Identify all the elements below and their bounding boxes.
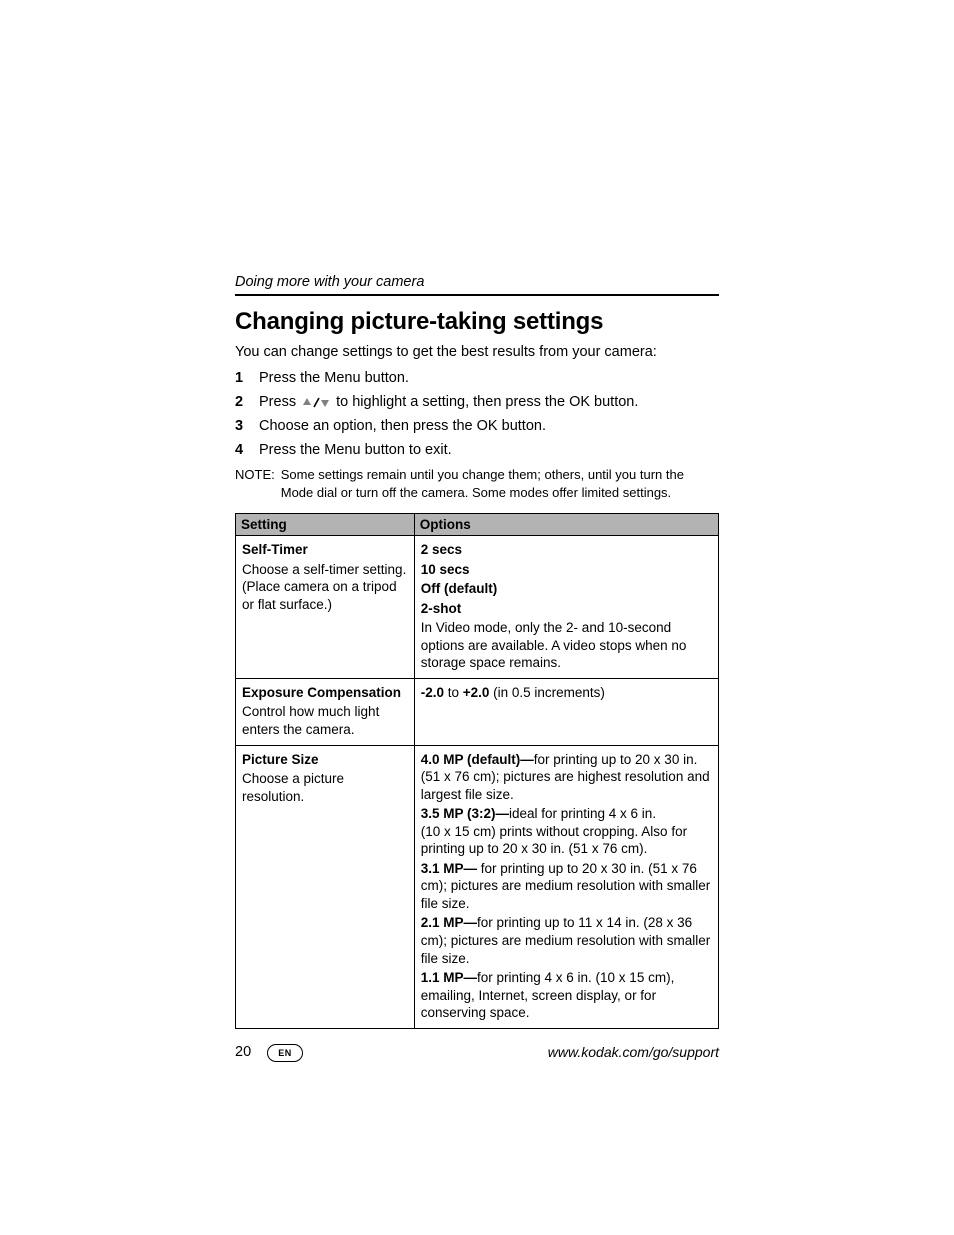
table-header-row: Setting Options [236, 514, 719, 536]
step-number: 3 [235, 418, 249, 434]
steps-list: 1 Press the Menu button. 2 Press to high… [235, 370, 719, 458]
setting-title: Exposure Compensation [242, 684, 408, 702]
up-down-arrows-icon [302, 397, 330, 408]
option-line: 3.1 MP— for printing up to 20 x 30 in. (… [421, 860, 712, 913]
support-url: www.kodak.com/go/support [548, 1044, 719, 1060]
setting-title: Self-Timer [242, 541, 408, 559]
table-row: Picture Size Choose a picture resolution… [236, 745, 719, 1028]
step-4: 4 Press the Menu button to exit. [235, 442, 719, 458]
step-text: Press to highlight a setting, then press… [259, 394, 638, 410]
step-1: 1 Press the Menu button. [235, 370, 719, 386]
option-line: 2.1 MP—for printing up to 11 x 14 in. (2… [421, 914, 712, 967]
step-number: 4 [235, 442, 249, 458]
page-heading: Changing picture-taking settings [235, 308, 719, 336]
running-head: Doing more with your camera [235, 274, 719, 290]
footer-left: 20 EN [235, 1043, 303, 1062]
step-text: Choose an option, then press the OK butt… [259, 418, 546, 434]
page-number: 20 [235, 1044, 251, 1060]
table-row: Self-Timer Choose a self-timer setting. … [236, 536, 719, 679]
range-low: -2.0 [421, 685, 444, 700]
cell-setting: Picture Size Choose a picture resolution… [236, 745, 415, 1028]
option-note: In Video mode, only the 2- and 10-second… [421, 619, 712, 672]
range-tail: (in 0.5 increments) [489, 685, 605, 700]
option-line: 2-shot [421, 600, 712, 618]
manual-page: Doing more with your camera Changing pic… [235, 274, 719, 1062]
option-line: 1.1 MP—for printing 4 x 6 in. (10 x 15 c… [421, 969, 712, 1022]
option-bold: 10 secs [421, 562, 470, 577]
range-mid: to [444, 685, 463, 700]
step-number: 1 [235, 370, 249, 386]
option-line: 3.5 MP (3:2)—ideal for printing 4 x 6 in… [421, 805, 712, 858]
option-text-2: (10 x 15 cm) prints without cropping. Al… [421, 824, 687, 857]
step-text: Press the Menu button. [259, 370, 409, 386]
step-2: 2 Press to highlight a setting, then pre… [235, 394, 719, 410]
option-bold: 2-shot [421, 601, 462, 616]
setting-desc: Control how much light enters the camera… [242, 704, 379, 737]
settings-table: Setting Options Self-Timer Choose a self… [235, 513, 719, 1029]
page-footer: 20 EN www.kodak.com/go/support [235, 1043, 719, 1062]
option-line: Off (default) [421, 580, 712, 598]
th-setting: Setting [236, 514, 415, 536]
language-badge-icon: EN [267, 1044, 303, 1062]
step-post: to highlight a setting, then press the O… [332, 394, 638, 410]
cell-options: 2 secs 10 secs Off (default) 2-shot In V… [414, 536, 718, 679]
setting-title: Picture Size [242, 751, 408, 769]
option-bold: 3.1 MP— [421, 861, 477, 876]
intro-text: You can change settings to get the best … [235, 344, 719, 360]
setting-desc: Choose a self-timer setting. (Place came… [242, 562, 406, 612]
step-text: Press the Menu button to exit. [259, 442, 452, 458]
step-3: 3 Choose an option, then press the OK bu… [235, 418, 719, 434]
cell-setting: Self-Timer Choose a self-timer setting. … [236, 536, 415, 679]
step-pre: Press [259, 394, 300, 410]
header-rule [235, 294, 719, 296]
cell-options: 4.0 MP (default)—for printing up to 20 x… [414, 745, 718, 1028]
option-bold: 2 secs [421, 542, 462, 557]
option-bold: 3.5 MP (3:2)— [421, 806, 509, 821]
option-bold: 2.1 MP— [421, 915, 477, 930]
option-text: ideal for printing 4 x 6 in. [509, 806, 656, 821]
table-row: Exposure Compensation Control how much l… [236, 678, 719, 745]
th-options: Options [414, 514, 718, 536]
cell-setting: Exposure Compensation Control how much l… [236, 678, 415, 745]
option-bold: 4.0 MP (default)— [421, 752, 534, 767]
cell-options: -2.0 to +2.0 (in 0.5 increments) [414, 678, 718, 745]
note-label: NOTE: [235, 466, 275, 501]
option-line: 10 secs [421, 561, 712, 579]
range-high: +2.0 [463, 685, 490, 700]
step-number: 2 [235, 394, 249, 410]
note-text: Some settings remain until you change th… [281, 466, 719, 501]
note-block: NOTE: Some settings remain until you cha… [235, 466, 719, 501]
option-bold: Off (default) [421, 581, 498, 596]
option-line: 2 secs [421, 541, 712, 559]
setting-desc: Choose a picture resolution. [242, 771, 344, 804]
option-bold: 1.1 MP— [421, 970, 477, 985]
option-line: 4.0 MP (default)—for printing up to 20 x… [421, 751, 712, 804]
